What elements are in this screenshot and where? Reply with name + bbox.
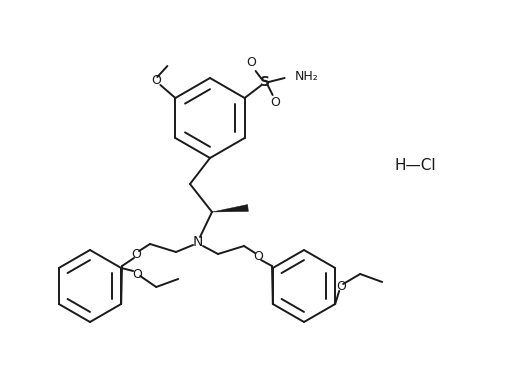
Text: O: O (335, 280, 346, 294)
Text: O: O (270, 96, 280, 110)
Text: O: O (131, 248, 140, 261)
Text: H—Cl: H—Cl (393, 158, 435, 173)
Polygon shape (212, 205, 248, 212)
Text: O: O (151, 74, 161, 88)
Text: O: O (252, 250, 263, 262)
Text: N: N (192, 235, 203, 249)
Text: S: S (259, 75, 269, 89)
Text: NH₂: NH₂ (294, 71, 318, 84)
Text: O: O (246, 57, 256, 70)
Text: O: O (132, 268, 142, 280)
